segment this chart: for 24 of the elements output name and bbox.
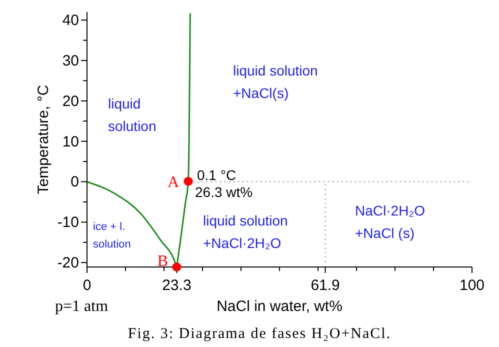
annotation: ice + l. solution xyxy=(93,221,131,251)
annotation: A xyxy=(167,174,180,191)
y-tick-label: 20 xyxy=(62,92,79,110)
annotation: B xyxy=(157,253,168,270)
y-tick-label: -10 xyxy=(57,214,79,232)
y-tick-label: 40 xyxy=(62,12,79,30)
y-tick-label: 30 xyxy=(62,52,79,70)
annotation: liquid solution xyxy=(108,96,156,134)
annotation: liquid solution +NaCl(s) xyxy=(233,62,318,102)
annotation: liquid solution +NaCl·2H₂O xyxy=(203,212,288,252)
x-tick-label: 0 xyxy=(82,277,92,294)
x-axis-title: NaCl in water, wt% xyxy=(216,298,342,315)
x-tick-label: 61.9 xyxy=(310,277,340,294)
annotation: 0.1 °C xyxy=(197,167,236,183)
y-tick-label: -20 xyxy=(57,254,79,272)
annotation: 26.3 wt% xyxy=(195,184,253,200)
x-tick-label: 23.3 xyxy=(162,277,192,294)
x-tick-label: 100 xyxy=(459,277,485,294)
text: Fig. 3: Diagrama de fases H₂O+NaCl. xyxy=(128,326,392,342)
text: p=1 atm xyxy=(55,298,109,315)
y-axis-title: Temperature, °C xyxy=(35,84,52,194)
annotation: NaCl·2H₂O +NaCl (s) xyxy=(355,202,426,242)
y-tick-label: 10 xyxy=(62,133,79,150)
y-tick-label: 0 xyxy=(70,174,79,191)
